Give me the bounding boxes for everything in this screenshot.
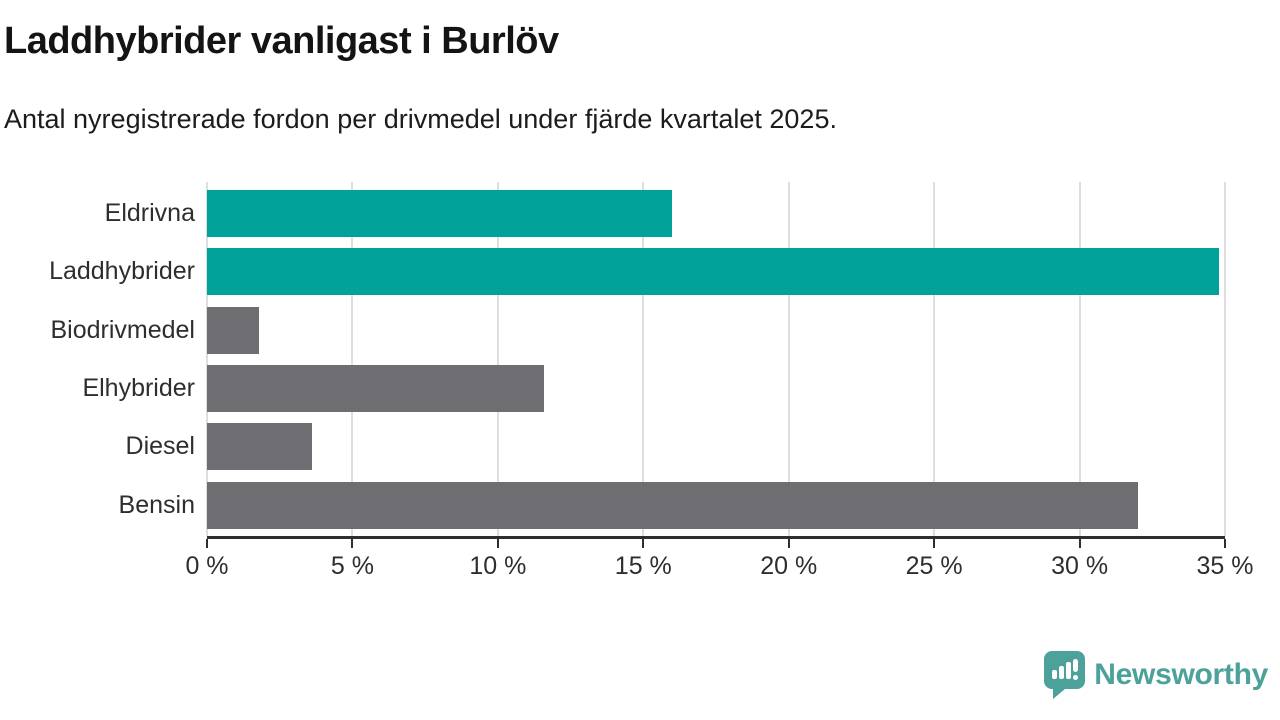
x-axis-tick <box>351 539 354 548</box>
gridline <box>351 182 354 536</box>
chart-title: Laddhybrider vanligast i Burlöv <box>4 20 559 62</box>
x-axis-tick-label: 30 % <box>1051 552 1109 580</box>
x-axis-tick <box>787 539 790 548</box>
bar-bensin <box>207 481 1138 529</box>
newsworthy-logo: Newsworthy <box>1044 651 1268 699</box>
gridline <box>206 182 208 536</box>
x-axis-tick-label: 15 % <box>614 552 672 580</box>
newsworthy-logo-text: Newsworthy <box>1094 658 1268 691</box>
bar-eldrivna <box>207 190 673 237</box>
x-axis-tick <box>206 539 208 548</box>
category-label: Biodrivmedel <box>50 315 195 344</box>
category-label: Diesel <box>125 432 195 461</box>
bar-diesel <box>207 423 312 471</box>
category-label: Elhybrider <box>82 373 195 402</box>
x-axis-tick <box>1224 539 1226 548</box>
category-label: Laddhybrider <box>49 257 195 286</box>
x-axis-tick-label: 35 % <box>1196 552 1254 580</box>
category-label: Eldrivna <box>104 199 195 227</box>
x-axis-tick-label: 10 % <box>469 552 527 580</box>
x-axis-tick-label: 25 % <box>905 552 963 580</box>
gridline <box>1078 182 1081 536</box>
bar-laddhybrider <box>207 248 1220 296</box>
gridline <box>642 182 645 536</box>
category-label: Bensin <box>118 490 195 519</box>
x-axis: 0 % 5 % 10 % 15 % 20 % 25 % 30 % 35 % <box>185 536 1253 599</box>
bar-biodrivmedel <box>207 306 260 354</box>
bar-elhybrider <box>207 364 545 412</box>
gridline <box>496 182 499 536</box>
x-axis-tick <box>1078 539 1081 548</box>
x-axis-tick <box>496 539 499 548</box>
category-labels: Eldrivna Laddhybrider Biodrivmedel Elhybrid… <box>0 182 195 536</box>
gridline <box>933 182 936 536</box>
gridline <box>787 182 790 536</box>
x-axis-tick-label: 0 % <box>185 552 229 580</box>
x-axis-tick-label: 20 % <box>760 552 818 580</box>
x-axis-tick <box>642 539 645 548</box>
plot-area <box>206 182 1226 536</box>
gridline <box>1224 182 1226 536</box>
x-axis-tick-label: 5 % <box>330 552 374 580</box>
x-axis-tick <box>933 539 936 548</box>
bar-chart-speech-bubble-icon <box>1044 651 1086 699</box>
chart-subtitle: Antal nyregistrerade fordon per drivmede… <box>4 104 837 134</box>
